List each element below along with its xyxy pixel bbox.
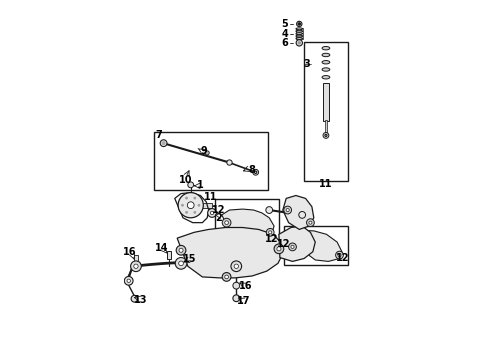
Text: 12: 12 [277, 239, 291, 249]
Text: 10: 10 [179, 175, 193, 185]
Circle shape [284, 206, 292, 214]
Circle shape [231, 261, 242, 271]
Text: 5: 5 [281, 19, 288, 29]
Bar [154, 131, 268, 190]
Circle shape [208, 208, 217, 217]
Ellipse shape [296, 30, 303, 32]
Circle shape [179, 248, 183, 252]
Text: 4: 4 [281, 29, 288, 39]
Circle shape [291, 245, 294, 248]
Circle shape [160, 140, 167, 147]
Text: 9: 9 [201, 146, 208, 156]
Circle shape [253, 169, 259, 175]
Text: 6: 6 [281, 38, 288, 48]
Bar [296, 28, 303, 40]
Circle shape [233, 295, 240, 302]
Circle shape [131, 295, 138, 302]
Circle shape [309, 221, 312, 224]
Circle shape [299, 211, 306, 218]
Circle shape [227, 160, 232, 165]
Circle shape [194, 197, 196, 199]
Ellipse shape [296, 33, 303, 35]
Circle shape [298, 42, 300, 44]
Circle shape [233, 282, 240, 289]
Text: 12: 12 [265, 234, 278, 244]
Polygon shape [279, 226, 315, 261]
Circle shape [266, 207, 272, 213]
Text: 16: 16 [123, 247, 136, 257]
Ellipse shape [322, 68, 330, 71]
Circle shape [124, 276, 133, 285]
Circle shape [277, 247, 281, 251]
Text: 16: 16 [239, 281, 253, 291]
Circle shape [198, 204, 200, 206]
Polygon shape [222, 209, 274, 240]
Polygon shape [177, 228, 283, 278]
Text: 1: 1 [197, 180, 204, 190]
Ellipse shape [322, 46, 330, 50]
Ellipse shape [296, 35, 303, 37]
Circle shape [134, 264, 138, 269]
Circle shape [336, 251, 343, 259]
Text: 2: 2 [215, 213, 221, 223]
Circle shape [175, 257, 187, 269]
Text: 17: 17 [237, 296, 251, 306]
Bar [323, 83, 329, 121]
Ellipse shape [322, 76, 330, 79]
Circle shape [296, 21, 302, 27]
Circle shape [176, 246, 186, 255]
Circle shape [225, 275, 228, 279]
Text: 15: 15 [182, 253, 196, 264]
Bar [168, 251, 172, 258]
Circle shape [187, 202, 194, 208]
Bar [201, 203, 212, 208]
Bar [304, 42, 348, 181]
Bar [284, 226, 348, 265]
Text: 12: 12 [212, 205, 225, 215]
Circle shape [234, 264, 239, 269]
Circle shape [289, 243, 296, 251]
Polygon shape [283, 195, 314, 229]
Ellipse shape [322, 53, 330, 57]
Text: 12: 12 [336, 252, 350, 262]
Circle shape [194, 211, 196, 213]
Ellipse shape [296, 28, 303, 30]
Circle shape [307, 219, 314, 226]
Circle shape [267, 229, 274, 236]
Text: 7: 7 [155, 130, 162, 140]
Circle shape [269, 231, 272, 234]
Polygon shape [290, 230, 342, 261]
Circle shape [131, 261, 141, 271]
Text: 11: 11 [319, 179, 333, 189]
Text: 11: 11 [204, 193, 218, 202]
Circle shape [127, 279, 130, 283]
Text: 14: 14 [155, 243, 169, 253]
Bar [134, 255, 138, 261]
Circle shape [323, 132, 329, 138]
Circle shape [186, 211, 188, 213]
Ellipse shape [296, 37, 303, 39]
Circle shape [179, 261, 183, 266]
Text: 8: 8 [248, 165, 255, 175]
Text: 13: 13 [134, 295, 147, 305]
Circle shape [225, 221, 228, 225]
Circle shape [162, 142, 165, 145]
Bar [325, 120, 327, 132]
Bar [215, 199, 279, 244]
Circle shape [222, 273, 231, 281]
Circle shape [178, 193, 203, 218]
Circle shape [222, 218, 231, 227]
Circle shape [210, 211, 214, 215]
Circle shape [286, 208, 289, 212]
Ellipse shape [322, 60, 330, 64]
Circle shape [205, 151, 209, 155]
Circle shape [274, 244, 284, 254]
Circle shape [186, 197, 188, 199]
Text: 3: 3 [304, 59, 310, 69]
Circle shape [181, 204, 184, 206]
Circle shape [338, 253, 341, 257]
Circle shape [188, 182, 194, 188]
Circle shape [296, 40, 302, 46]
Circle shape [298, 23, 300, 25]
